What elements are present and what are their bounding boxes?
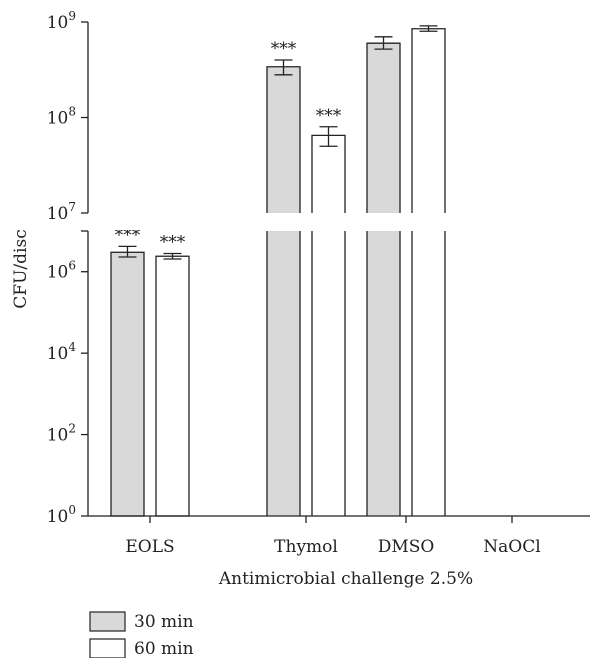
- significance-label: ***: [160, 233, 186, 253]
- bars: *** *** *** ***: [110, 25, 446, 517]
- significance-label: ***: [115, 225, 141, 245]
- bar-dmso-30min-upper: [367, 43, 400, 213]
- bar-outline-thymol-30min-lower: [266, 231, 301, 516]
- y-tick-label: 100: [47, 503, 76, 527]
- significance-label: ***: [316, 106, 342, 126]
- legend-swatch-60min: [89, 638, 126, 659]
- bar-eols-30min: [110, 251, 145, 517]
- legend-label-30min: 30 min: [134, 612, 194, 632]
- bar-dmso-60min-lower: [412, 231, 445, 516]
- bar-eols-60min: [155, 255, 190, 517]
- bar-dmso-60min-upper: [412, 28, 445, 213]
- bar-dmso-30min-lower: [367, 231, 400, 516]
- error-bar-dmso-60min: [419, 25, 438, 32]
- error-bar-eols-60min: [163, 252, 182, 260]
- legend-label-60min: 60 min: [134, 639, 194, 658]
- x-axis-label: Antimicrobial challenge 2.5%: [218, 569, 473, 589]
- error-bar-eols-30min: [118, 245, 137, 258]
- bar-thymol-60min-upper: [312, 135, 345, 213]
- y-tick-label: 104: [47, 340, 77, 364]
- y-axis-label: CFU/disc: [11, 229, 31, 308]
- error-bar-thymol-60min: [319, 126, 338, 147]
- y-tick-label: 107: [47, 200, 76, 224]
- significance-label: ***: [271, 39, 297, 59]
- x-tick-label-eols: EOLS: [125, 537, 174, 557]
- bar-outline-dmso-60min-lower: [411, 231, 446, 516]
- bar-thymol-30min-upper: [267, 66, 300, 213]
- error-bar-thymol-30min: [274, 59, 293, 76]
- axis-break-gap: [68, 214, 590, 230]
- bar-thymol-60min-lower: [312, 231, 345, 516]
- x-tick-label-thymol: Thymol: [274, 537, 338, 557]
- y-tick-label: 108: [47, 105, 76, 129]
- y-tick-label: 106: [47, 259, 76, 283]
- bar-outline-thymol-60min-lower: [311, 231, 346, 516]
- legend-swatch-30min: [89, 611, 126, 632]
- y-tick-label: 109: [47, 9, 76, 33]
- error-bar-dmso-30min: [374, 36, 393, 50]
- bar-outline-dmso-30min-lower: [366, 231, 401, 516]
- bar-thymol-30min-lower: [267, 231, 300, 516]
- legend: 30 min 60 min: [89, 611, 194, 659]
- y-tick-label: 102: [47, 422, 76, 446]
- x-tick-label-naocl: NaOCl: [483, 537, 540, 557]
- x-tick-label-dmso: DMSO: [378, 537, 435, 557]
